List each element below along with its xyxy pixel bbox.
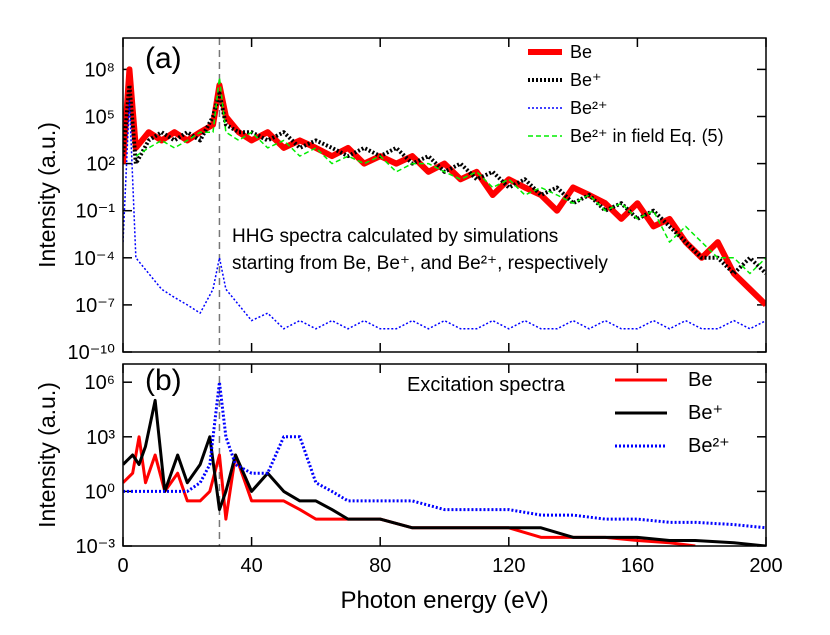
y-tick-label: 10⁵ — [84, 107, 115, 129]
plot-frame — [122, 37, 767, 353]
plot-area — [123, 66, 766, 330]
y-tick-label: 10⁻¹⁰ — [68, 342, 115, 364]
plot-frame — [122, 363, 767, 547]
y-tick-label: 10⁶ — [85, 372, 115, 394]
series-line — [123, 398, 766, 546]
legend-label: Be²⁺ — [570, 98, 608, 118]
annotation: Excitation spectra — [407, 374, 566, 396]
x-tick-label: 160 — [621, 555, 654, 577]
x-tick-label: 80 — [369, 555, 391, 577]
panel-label: (a) — [145, 42, 182, 75]
annotation: HHG spectra calculated by simulations — [232, 226, 558, 247]
x-tick-label: 120 — [492, 555, 525, 577]
x-axis-title: Photon energy (eV) — [340, 587, 548, 614]
y-tick-label: 10⁻⁴ — [74, 248, 115, 270]
series-line — [123, 435, 696, 546]
legend-label: Be²⁺ in field Eq. (5) — [570, 126, 724, 146]
legend-label: Be⁺ — [570, 70, 602, 90]
y-tick-label: 10³ — [86, 427, 115, 449]
legend-label: Be²⁺ — [688, 435, 730, 457]
y-tick-label: 10² — [86, 154, 115, 176]
legend-label: Be⁺ — [688, 402, 723, 424]
series-line — [135, 76, 766, 275]
series-line — [123, 380, 766, 530]
panel-label: (b) — [145, 364, 182, 397]
y-axis-title: Intensity (a.u.) — [34, 122, 60, 268]
legend-label: Be — [570, 42, 592, 62]
y-tick-label: 10⁻⁷ — [75, 295, 115, 317]
x-tick-label: 0 — [117, 555, 128, 577]
x-tick-label: 200 — [749, 555, 782, 577]
plot-area — [123, 380, 766, 546]
series-line — [123, 100, 766, 330]
y-axis-title: Intensity (a.u.) — [34, 382, 60, 528]
annotation: starting from Be, Be⁺, and Be²⁺, respect… — [232, 253, 608, 274]
y-tick-label: 10⁻¹ — [76, 201, 116, 223]
y-tick-label: 10⁻³ — [76, 536, 116, 558]
y-tick-label: 10⁸ — [84, 59, 115, 81]
y-tick-label: 10⁰ — [85, 481, 115, 503]
legend-label: Be — [688, 369, 712, 391]
x-tick-label: 40 — [240, 555, 262, 577]
